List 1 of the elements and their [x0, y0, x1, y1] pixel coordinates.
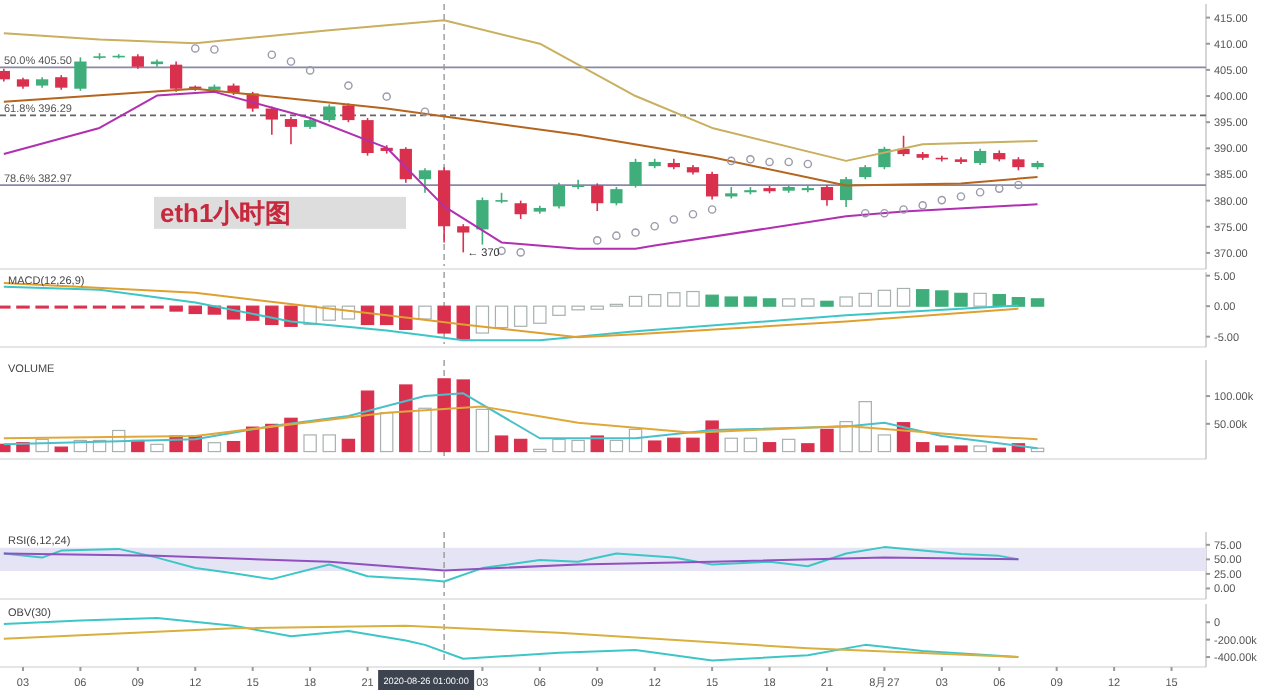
annotation: eth1小时图: [160, 197, 292, 228]
